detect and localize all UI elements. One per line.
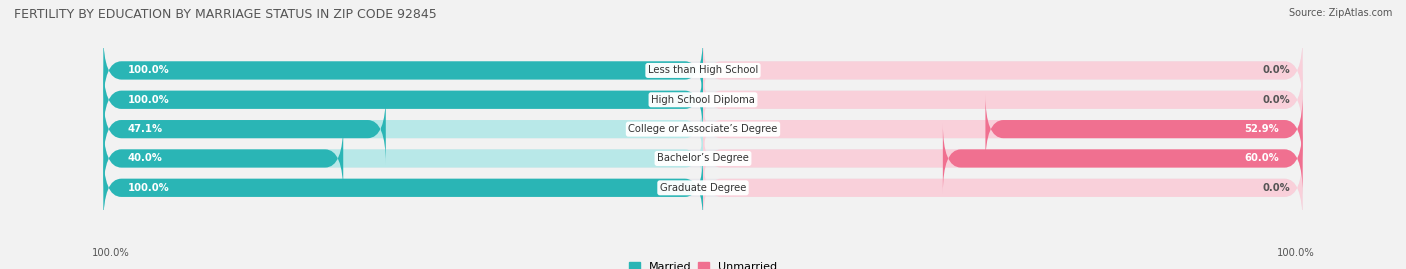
Text: 60.0%: 60.0%: [1244, 154, 1278, 164]
FancyBboxPatch shape: [703, 94, 1302, 164]
FancyBboxPatch shape: [703, 65, 1302, 135]
FancyBboxPatch shape: [943, 123, 1302, 193]
Text: FERTILITY BY EDUCATION BY MARRIAGE STATUS IN ZIP CODE 92845: FERTILITY BY EDUCATION BY MARRIAGE STATU…: [14, 8, 437, 21]
FancyBboxPatch shape: [104, 153, 1302, 223]
FancyBboxPatch shape: [986, 94, 1302, 164]
Text: College or Associate’s Degree: College or Associate’s Degree: [628, 124, 778, 134]
Text: 40.0%: 40.0%: [128, 154, 162, 164]
Text: High School Diploma: High School Diploma: [651, 95, 755, 105]
FancyBboxPatch shape: [104, 94, 385, 164]
FancyBboxPatch shape: [104, 94, 703, 164]
FancyBboxPatch shape: [703, 36, 1302, 105]
Text: 100.0%: 100.0%: [128, 183, 169, 193]
FancyBboxPatch shape: [104, 153, 703, 223]
FancyBboxPatch shape: [104, 65, 703, 135]
FancyBboxPatch shape: [104, 65, 703, 135]
Text: 0.0%: 0.0%: [1263, 95, 1291, 105]
FancyBboxPatch shape: [104, 36, 703, 105]
Text: 100.0%: 100.0%: [1277, 248, 1315, 258]
Text: 100.0%: 100.0%: [128, 95, 169, 105]
FancyBboxPatch shape: [104, 123, 1302, 193]
FancyBboxPatch shape: [104, 153, 703, 223]
Text: 52.9%: 52.9%: [1244, 124, 1278, 134]
Text: 100.0%: 100.0%: [91, 248, 129, 258]
FancyBboxPatch shape: [104, 94, 1302, 164]
FancyBboxPatch shape: [703, 123, 1302, 193]
Text: Bachelor’s Degree: Bachelor’s Degree: [657, 154, 749, 164]
FancyBboxPatch shape: [104, 36, 1302, 105]
Text: Source: ZipAtlas.com: Source: ZipAtlas.com: [1288, 8, 1392, 18]
FancyBboxPatch shape: [703, 153, 1302, 223]
Legend: Married, Unmarried: Married, Unmarried: [628, 262, 778, 269]
Text: 0.0%: 0.0%: [1263, 183, 1291, 193]
Text: 100.0%: 100.0%: [128, 65, 169, 75]
Text: Graduate Degree: Graduate Degree: [659, 183, 747, 193]
Text: 0.0%: 0.0%: [1263, 65, 1291, 75]
Text: Less than High School: Less than High School: [648, 65, 758, 75]
FancyBboxPatch shape: [104, 65, 1302, 135]
FancyBboxPatch shape: [104, 123, 343, 193]
FancyBboxPatch shape: [104, 123, 703, 193]
FancyBboxPatch shape: [104, 36, 703, 105]
Text: 47.1%: 47.1%: [128, 124, 163, 134]
